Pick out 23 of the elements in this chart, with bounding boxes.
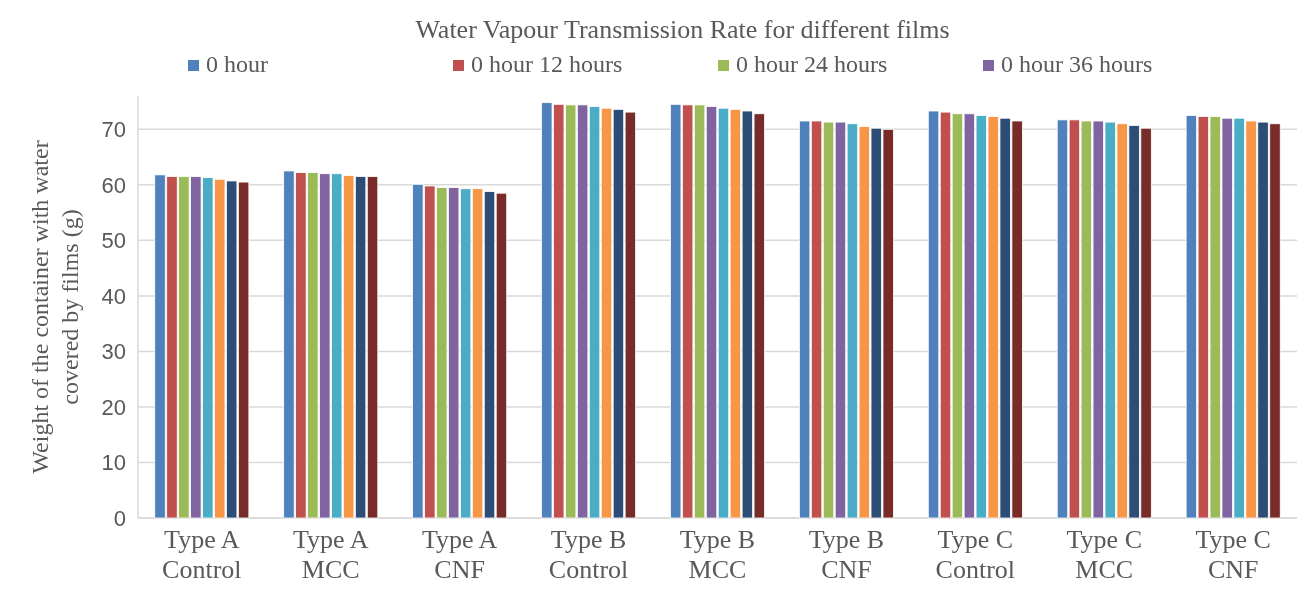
legend-label: 0 hour 12 hours [471, 51, 623, 77]
x-tick-label: Type B MCC [679, 525, 756, 584]
y-tick-label: 50 [101, 228, 126, 254]
y-tick-label: 40 [101, 283, 126, 309]
y-tick-label: 20 [101, 394, 126, 420]
y-tick-label: 0 [113, 505, 126, 531]
y-tick-label: 30 [101, 339, 126, 365]
legend-label: 0 hour [206, 51, 268, 77]
x-tick-label: Type B Control [548, 525, 629, 584]
legend-label: 0 hour 24 hours [736, 51, 888, 77]
x-tick-label: Type C CNF [1195, 525, 1271, 584]
legend-label: 0 hour 36 hours [1001, 51, 1153, 77]
chart-title: Water Vapour Transmission Rate for different films [415, 15, 950, 44]
x-tick-label: Type A MCC [293, 525, 369, 584]
y-tick-label: 10 [101, 450, 126, 476]
y-tick-label: 60 [101, 172, 126, 198]
x-tick-label: Type A CNF [421, 525, 498, 584]
y-axis-title: Weight of the container with water covered by films (g) [27, 140, 83, 474]
x-tick-label: Type A Control [162, 525, 242, 584]
x-tick-label: Type B CNF [808, 525, 885, 584]
x-tick-label: Type C MCC [1066, 525, 1142, 584]
y-tick-label: 70 [101, 117, 126, 143]
x-tick-label: Type C Control [935, 525, 1016, 584]
